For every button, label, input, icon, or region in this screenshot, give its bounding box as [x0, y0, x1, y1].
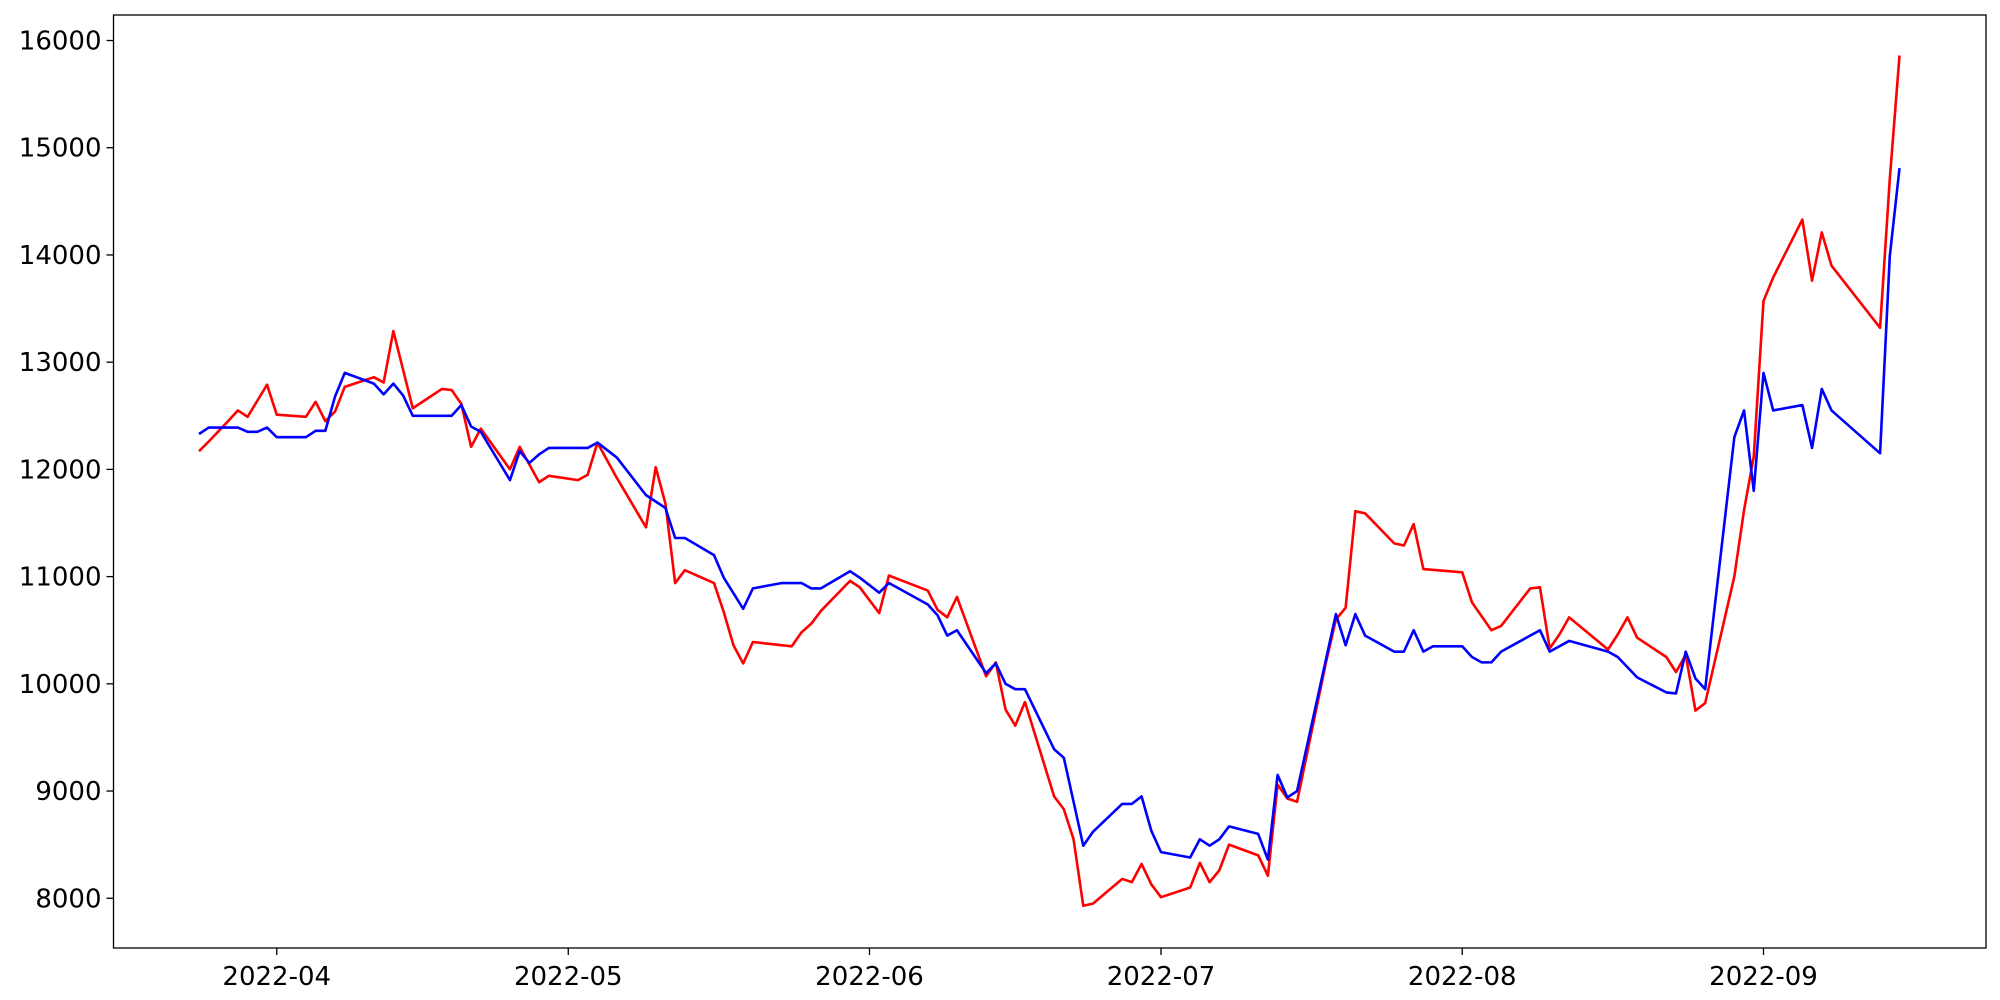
- y-tick-label: 12000: [19, 455, 102, 485]
- y-tick-label: 14000: [19, 241, 102, 271]
- y-tick-label: 8000: [35, 884, 101, 914]
- x-tick-label: 2022-06: [815, 962, 924, 992]
- y-tick-label: 11000: [19, 563, 102, 593]
- data-line: [198, 167, 1901, 861]
- x-tick-label: 2022-04: [222, 962, 331, 992]
- x-tick-label: 2022-05: [514, 962, 623, 992]
- y-tick-label: 9000: [35, 777, 101, 807]
- x-tick-label: 2022-07: [1107, 962, 1216, 992]
- y-tick-label: 13000: [19, 348, 102, 378]
- y-tick-label: 15000: [19, 134, 102, 164]
- y-tick-label: 10000: [19, 670, 102, 700]
- y-tick-label: 16000: [19, 27, 102, 57]
- x-tick-label: 2022-09: [1709, 962, 1818, 992]
- plot-frame: [112, 14, 1987, 949]
- x-tick-label: 2022-08: [1408, 962, 1517, 992]
- data-line: [198, 55, 1901, 908]
